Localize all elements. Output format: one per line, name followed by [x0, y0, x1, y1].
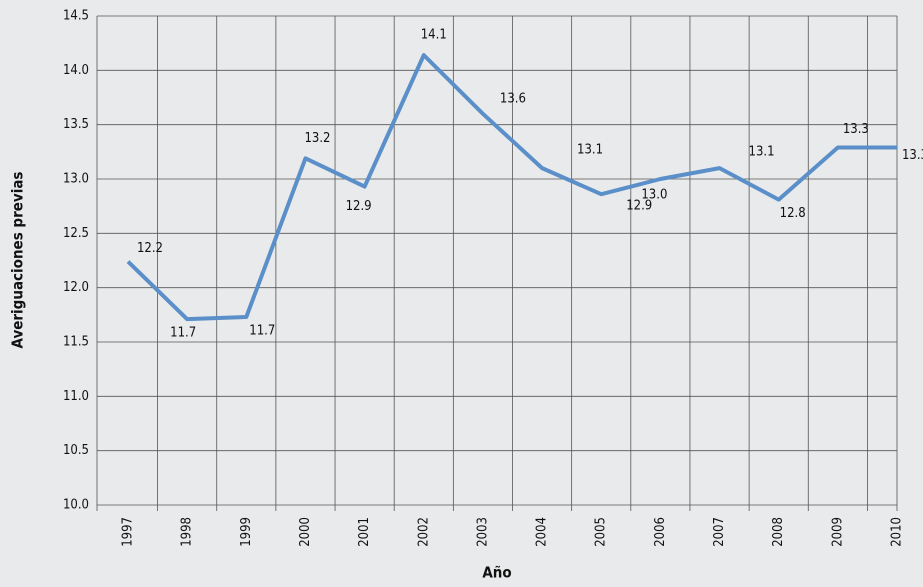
data-label: 13.2: [304, 131, 330, 146]
x-tick-label: 2004: [535, 517, 550, 547]
y-tick-label: 14.5: [63, 9, 89, 24]
data-label: 13.0: [641, 188, 667, 203]
y-tick-label: 10.5: [63, 443, 89, 458]
data-label: 13.3: [843, 122, 869, 137]
data-label: 13.6: [500, 91, 526, 106]
data-label: 13.1: [749, 145, 775, 160]
y-tick-label: 12.0: [63, 280, 89, 295]
x-tick-label: 2005: [594, 517, 609, 547]
x-tick-label: 1997: [121, 517, 136, 547]
y-tick-label: 10.0: [63, 498, 89, 513]
y-axis-label: Averiguaciones previas: [9, 172, 27, 349]
data-label: 14.1: [421, 28, 447, 43]
x-tick-label: 2007: [712, 517, 727, 547]
y-tick-label: 11.5: [63, 335, 89, 350]
x-tick-label: 2006: [653, 517, 668, 547]
x-axis-label: Año: [482, 564, 511, 582]
data-label: 12.9: [346, 199, 372, 214]
y-tick-label: 13.5: [63, 117, 89, 132]
y-tick-label: 12.5: [63, 226, 89, 241]
data-label: 13.3: [902, 148, 923, 163]
y-tick-label: 13.0: [63, 172, 89, 187]
y-tick-label: 14.0: [63, 63, 89, 78]
x-tick-label: 2008: [771, 517, 786, 547]
y-tick-label: 11.0: [63, 389, 89, 404]
x-tick-label: 2003: [475, 517, 490, 547]
data-label: 11.7: [249, 324, 275, 339]
data-label: 11.7: [170, 326, 196, 341]
data-label: 12.8: [780, 206, 806, 221]
x-tick-label: 2000: [298, 517, 313, 547]
x-tick-label: 1998: [180, 517, 195, 547]
data-label: 12.9: [626, 199, 652, 214]
data-label: 12.2: [137, 241, 163, 256]
x-tick-label: 2010: [890, 517, 905, 547]
data-label: 13.1: [577, 143, 603, 158]
x-tick-label: 1999: [239, 517, 254, 547]
x-tick-label: 2001: [357, 517, 372, 547]
x-tick-label: 2009: [830, 517, 845, 547]
x-tick-label: 2002: [416, 517, 431, 547]
data-line: [126, 53, 897, 322]
